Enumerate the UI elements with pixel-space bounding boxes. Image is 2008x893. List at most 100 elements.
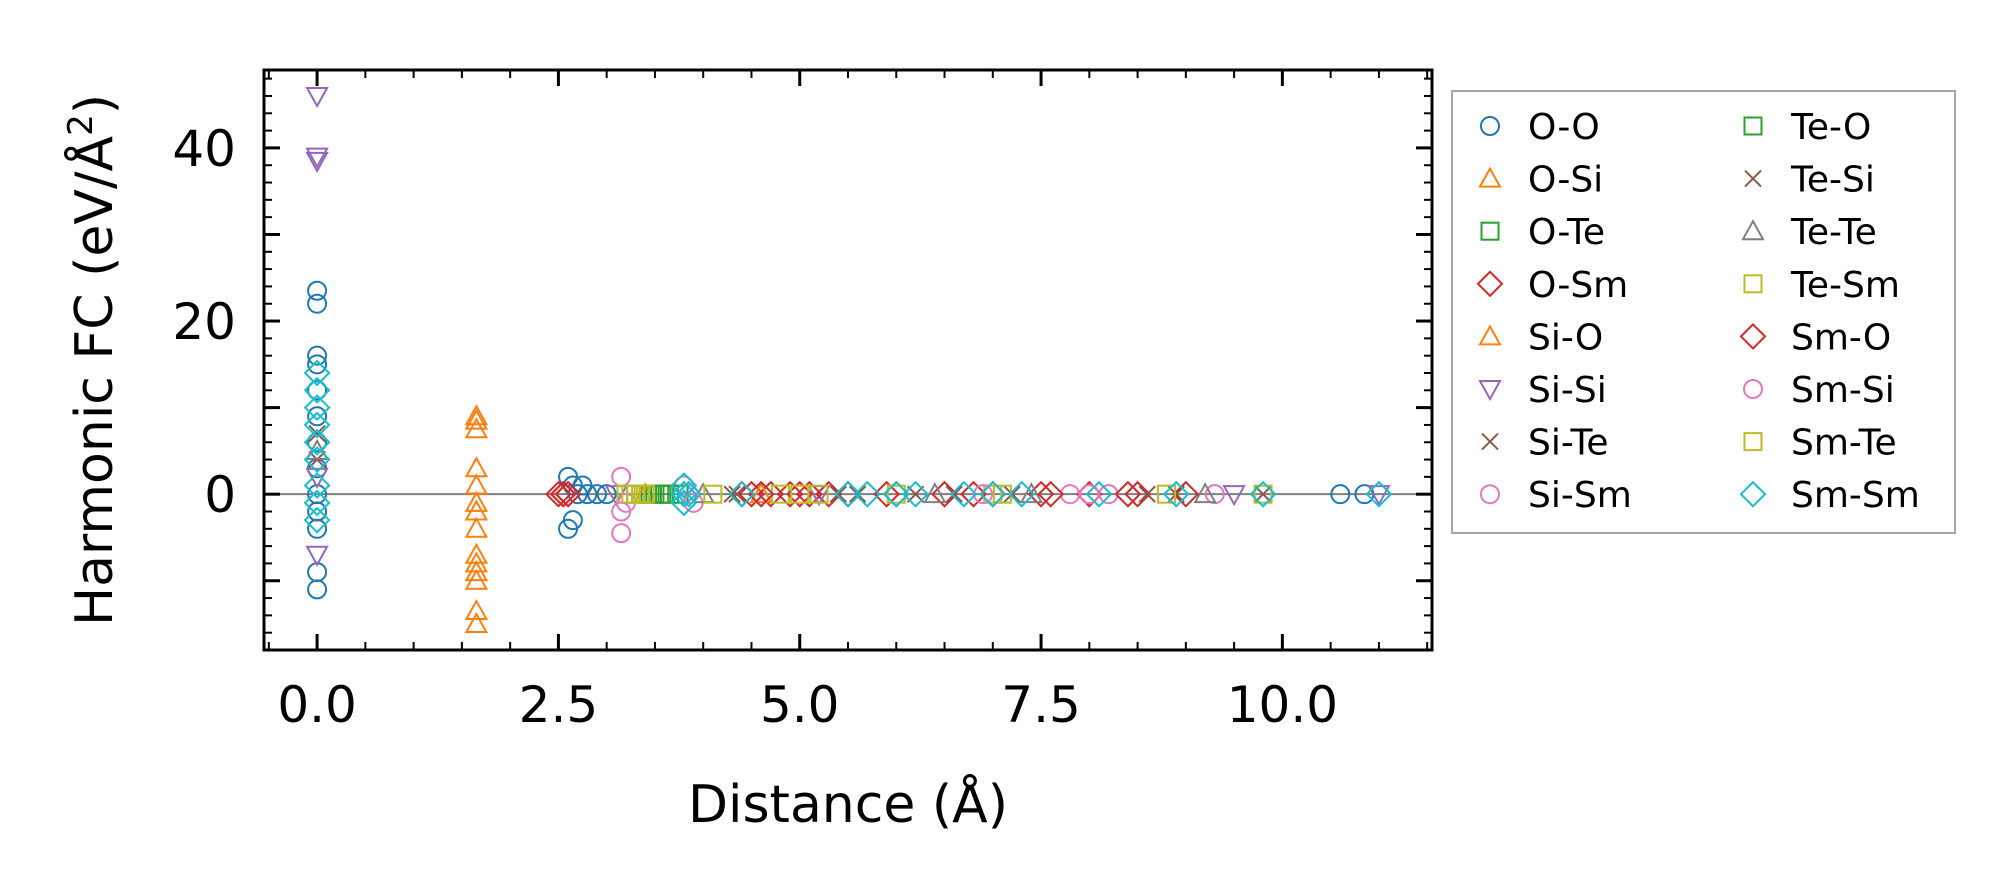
data-point [1060, 484, 1081, 505]
legend-item-si-te: Si-Te [1481, 423, 1609, 464]
data-point [728, 480, 756, 508]
legend-label: Te-Te [1790, 212, 1877, 253]
y-tick-label: 20 [172, 293, 236, 351]
legend-marker [1739, 480, 1767, 508]
data-point [635, 484, 655, 504]
tick-labels: 0.0 2.5 5.0 7.5 10.0 0 20 40 [172, 120, 1338, 734]
data-point [611, 523, 632, 544]
data-point [1027, 480, 1055, 508]
x-tick-label: 2.5 [519, 676, 599, 734]
data-point [544, 480, 572, 508]
data-point [562, 510, 583, 531]
legend-marker [1478, 166, 1502, 188]
legend-marker [1478, 324, 1502, 346]
data-point [303, 359, 331, 387]
data-point [1367, 485, 1391, 507]
y-axis-label-exponent: 2 [61, 114, 101, 136]
legend-marker [1743, 432, 1763, 452]
data-point [728, 485, 746, 503]
legend-frame [1451, 90, 1956, 534]
data-point [1222, 485, 1246, 507]
legend-label: Te-O [1790, 107, 1871, 148]
data-point [1172, 480, 1200, 508]
legend-marker [1743, 274, 1763, 294]
legend-item-si-sm: Si-Sm [1480, 475, 1632, 516]
legend-item-o-o: O-O [1480, 107, 1600, 148]
data-point [1008, 480, 1036, 508]
legend-label: Si-Sm [1528, 475, 1632, 516]
data-point [549, 480, 577, 508]
data-point [307, 406, 328, 427]
data-point [776, 480, 804, 508]
data-point [834, 480, 862, 508]
data-point [307, 354, 328, 375]
plot-frame [262, 68, 1434, 652]
legend-item-sm-si: Sm-Si [1743, 370, 1895, 411]
legend-marker [1480, 116, 1500, 136]
data-point [464, 408, 489, 430]
data-point [853, 480, 881, 508]
legend-item-te-te: Te-Te [1741, 212, 1877, 253]
x-tick-label: 5.0 [760, 676, 840, 734]
legend-label: O-Te [1528, 212, 1605, 253]
data-point [650, 484, 670, 504]
legend-label: Si-Si [1528, 370, 1607, 411]
data-point [1019, 482, 1044, 504]
data-point [829, 485, 848, 503]
data-point [1253, 484, 1273, 504]
data-point [305, 86, 329, 109]
data-point [950, 480, 978, 508]
x-tick-label: 10.0 [1227, 676, 1338, 734]
data-points [303, 86, 1393, 634]
legend-marker [1480, 221, 1500, 241]
data-point [1162, 480, 1190, 508]
legend-item-te-sm: Te-Sm [1743, 265, 1900, 306]
data-point [815, 480, 843, 508]
data-point [464, 516, 489, 538]
data-point [1138, 485, 1156, 503]
data-point [1330, 484, 1351, 505]
legend-label: Te-Si [1790, 160, 1875, 201]
data-point [747, 480, 775, 508]
data-point [303, 506, 331, 534]
legend-item-sm-sm: Sm-Sm [1739, 475, 1920, 516]
legend-marker [1743, 379, 1763, 399]
legend-label: Sm-Te [1791, 423, 1897, 464]
legend-marker [1741, 219, 1765, 241]
data-point [723, 485, 741, 503]
data-point [303, 472, 331, 499]
data-point [1249, 480, 1277, 508]
data-point [577, 484, 598, 505]
data-point [675, 480, 703, 508]
legend-item-te-o: Te-O [1743, 107, 1871, 148]
legend-label: O-O [1528, 107, 1600, 148]
data-point [873, 480, 901, 508]
data-point [1085, 480, 1113, 508]
legend-marker [1480, 484, 1500, 505]
data-point [1114, 480, 1142, 508]
data-point [973, 484, 994, 505]
legend-label: O-Sm [1528, 265, 1628, 306]
x-tick-label: 0.0 [277, 676, 357, 734]
legend-label: Te-Sm [1790, 265, 1900, 306]
data-point [464, 568, 489, 590]
data-point [307, 518, 328, 539]
legend-label: Sm-Sm [1791, 475, 1920, 516]
legend-item-sm-o: Sm-O [1739, 317, 1891, 358]
data-point [738, 480, 765, 508]
data-point [1124, 480, 1152, 508]
data-point [307, 280, 328, 301]
data-point [945, 485, 963, 503]
data-point [1079, 484, 1100, 505]
data-point [308, 424, 326, 443]
legend-item-o-sm: O-Sm [1476, 265, 1628, 306]
data-point [464, 598, 489, 621]
data-point [464, 611, 489, 634]
legend-marker [1476, 270, 1504, 298]
data-point [464, 490, 489, 512]
data-point [305, 151, 329, 173]
legend-marker [1744, 169, 1762, 188]
data-point [464, 551, 489, 573]
data-point [795, 480, 823, 508]
data-point [307, 293, 328, 314]
